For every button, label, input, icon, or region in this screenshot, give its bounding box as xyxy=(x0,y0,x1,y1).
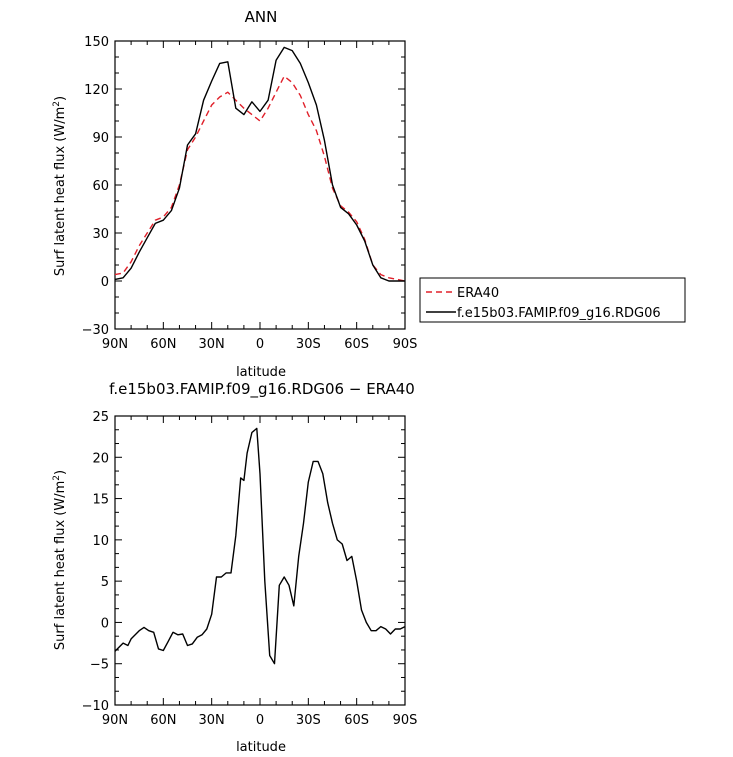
panel-title: f.e15b03.FAMIP.f09_g16.RDG06 − ERA40 xyxy=(109,380,415,399)
y-tick-label: 10 xyxy=(92,534,109,549)
y-axis-label: Surf latent heat flux (W/m2) xyxy=(52,96,68,276)
y-tick-label: 15 xyxy=(92,493,109,508)
y-tick-label: 5 xyxy=(101,575,109,590)
series-line-model xyxy=(114,46,405,282)
x-tick-label: 30N xyxy=(199,713,225,728)
series-line-difference xyxy=(114,427,406,665)
plot-area: −10 −5 0 5 10 15 20 25 90N 60N 30N 0 30S 60S 90S xyxy=(82,410,418,728)
y-tick-label: 60 xyxy=(92,179,109,194)
plot-area: −30 0 30 60 90 120 150 90N 60N 30N 0 30S 60S 90S xyxy=(82,35,418,352)
panel-title: ANN xyxy=(245,8,278,26)
legend-label-model: f.e15b03.FAMIP.f09_g16.RDG06 xyxy=(457,306,661,321)
x-tick-label: 30N xyxy=(199,337,225,352)
legend-box xyxy=(419,277,686,323)
x-tick-label: 60N xyxy=(150,337,176,352)
x-tick-label: 60S xyxy=(344,337,369,352)
x-tick-label: 0 xyxy=(256,337,264,352)
series-line-era40 xyxy=(114,75,406,282)
x-tick-label: 90N xyxy=(102,337,128,352)
y-tick-label: −30 xyxy=(82,323,109,338)
y-axis-label: Surf latent heat flux (W/m2) xyxy=(52,470,68,650)
y-tick-label: 90 xyxy=(92,131,109,146)
plot-frame xyxy=(114,40,406,330)
legend-label-era40: ERA40 xyxy=(457,286,499,301)
x-tick-label: 0 xyxy=(256,713,264,728)
panel-difference: f.e15b03.FAMIP.f09_g16.RDG06 − ERA40 Sur… xyxy=(52,380,417,755)
y-tick-label: 0 xyxy=(101,616,109,631)
y-tick-label: 120 xyxy=(84,83,109,98)
y-tick-label: 30 xyxy=(92,227,109,242)
y-tick-label: −5 xyxy=(90,658,109,673)
x-tick-label: 60N xyxy=(150,713,176,728)
y-tick-label: 150 xyxy=(84,35,109,50)
x-tick-label: 30S xyxy=(296,337,321,352)
x-tick-label: 90S xyxy=(393,337,418,352)
x-tick-label: 30S xyxy=(296,713,321,728)
legend: ERA40 f.e15b03.FAMIP.f09_g16.RDG06 xyxy=(419,277,686,323)
panel-annual-mean: ANN Surf latent heat flux (W/m2) latitud… xyxy=(52,8,417,380)
x-tick-label: 90N xyxy=(102,713,128,728)
y-tick-label: 0 xyxy=(101,275,109,290)
y-tick-label: −10 xyxy=(82,699,109,714)
x-tick-label: 60S xyxy=(344,713,369,728)
x-tick-label: 90S xyxy=(393,713,418,728)
y-tick-label: 25 xyxy=(92,410,109,425)
x-axis-label: latitude xyxy=(236,365,286,380)
y-tick-label: 20 xyxy=(92,451,109,466)
x-axis-label: latitude xyxy=(236,740,286,755)
plot-frame xyxy=(114,415,406,706)
